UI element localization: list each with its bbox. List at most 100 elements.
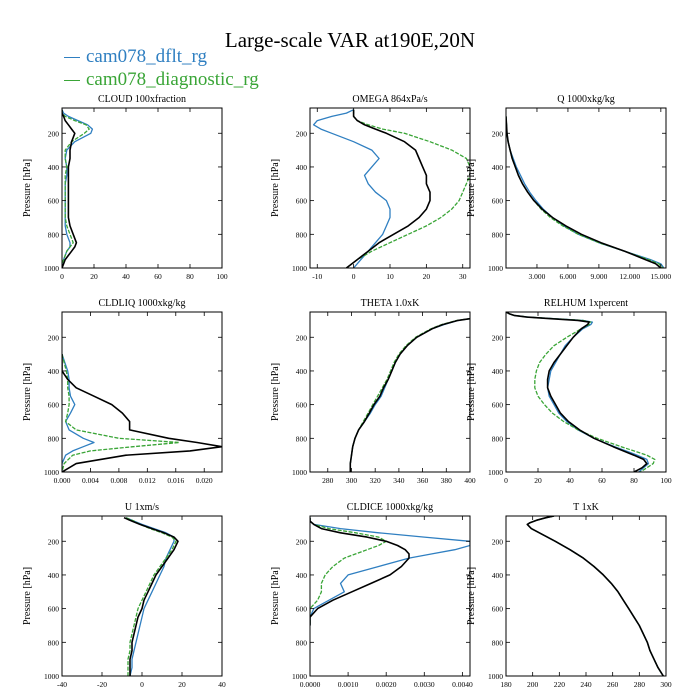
y-axis-label: Pressure [hPa] [270,363,281,421]
y-tick-label: 600 [296,197,308,206]
y-tick-label: 400 [296,367,308,376]
x-tick-label: 220 [554,680,566,689]
panel-title: RELHUM 1xpercent [544,298,628,309]
series-group [62,353,222,472]
series-line-3 [123,516,179,676]
y-tick-label: 200 [492,129,504,138]
y-tick-label: 200 [48,129,60,138]
series-group [62,109,94,268]
x-tick-label: 280 [322,476,334,485]
panel-title: THETA 1.0xK [361,298,420,309]
panel-title: CLDICE 1000xkg/kg [347,502,433,513]
y-axis-label: Pressure [hPa] [22,363,33,421]
y-tick-label: 600 [492,197,504,206]
x-tick-label: 3.000 [529,272,546,281]
x-tick-label: 400 [464,476,476,485]
y-tick-label: 600 [492,605,504,614]
y-tick-label: 800 [48,638,60,647]
series-line-1 [526,516,664,676]
y-tick-label: 400 [48,367,60,376]
x-tick-label: 0.0000 [300,680,321,689]
series-line-3 [62,354,222,472]
y-tick-label: 800 [492,230,504,239]
series-line-3 [506,116,662,268]
series-line-3 [62,109,78,268]
panel-title: CLDLIQ 1000xkg/kg [99,298,186,309]
series-line-1 [312,109,391,268]
legend-item-dflt: cam078_dflt_rg [64,46,207,68]
x-tick-label: 15.000 [651,272,672,281]
y-tick-label: 400 [492,571,504,580]
series-line-1 [62,109,94,268]
x-tick-label: 20 [534,476,542,485]
x-tick-label: -40 [57,680,67,689]
y-tick-label: 1000 [488,264,503,273]
panel-title: Q 1000xkg/kg [557,94,615,105]
y-tick-label: 800 [492,638,504,647]
x-tick-label: 40 [566,476,574,485]
series-group [506,312,656,472]
y-tick-label: 1000 [44,672,59,681]
y-tick-label: 1000 [292,672,307,681]
plot-frame [61,107,223,269]
x-tick-label: 320 [370,476,382,485]
series-group [526,516,664,676]
y-axis-label: Pressure [hPa] [270,567,281,625]
figure-title: Large-scale VAR at190E,20N [224,28,476,52]
series-line-1 [125,517,175,676]
series-line-3 [526,516,664,676]
y-tick-label: 1000 [488,672,503,681]
y-axis-label: Pressure [hPa] [22,567,33,625]
y-tick-label: 200 [48,537,60,546]
series-line-3 [345,109,431,268]
x-tick-label: 100 [660,476,672,485]
y-tick-label: 400 [48,571,60,580]
x-tick-label: 60 [598,476,606,485]
x-tick-label: 0.0010 [338,680,359,689]
x-tick-label: 300 [346,476,358,485]
y-axis-label: Pressure [hPa] [466,159,477,217]
x-tick-label: 200 [527,680,539,689]
x-tick-label: 0.012 [139,476,156,485]
plot-frame [61,515,223,677]
panel-9: T 1xK Pressure [hPa] 180 200 220 240 260 280 300… [466,502,672,689]
panel-title: U 1xm/s [125,502,159,513]
plot-frame [505,515,667,677]
x-tick-label: 40 [122,272,130,281]
panel-6: RELHUM 1xpercent Pressure [hPa] 0 20 40 60 80 1… [466,298,672,485]
x-tick-label: 40 [218,680,226,689]
x-tick-label: 10 [386,272,394,281]
x-tick-label: 20 [178,680,186,689]
x-tick-label: 0 [60,272,64,281]
series-line-3 [310,517,410,626]
x-tick-label: 100 [216,272,228,281]
series-line-2 [526,516,664,676]
x-tick-label: 0 [352,272,356,281]
y-tick-label: 400 [492,367,504,376]
y-tick-label: 600 [48,605,60,614]
y-tick-label: 200 [296,129,308,138]
y-tick-label: 200 [492,333,504,342]
series-group [312,109,470,268]
panel-title: OMEGA 864xPa/s [352,94,427,105]
series-group [310,517,470,626]
legend-line-dflt [64,57,80,59]
x-tick-label: 280 [634,680,646,689]
plot-frame [505,107,667,269]
series-line-2 [62,353,180,472]
series-line-3 [506,312,648,472]
x-tick-label: 0.0030 [414,680,435,689]
panel-title: T 1xK [573,502,599,513]
series-line-2 [62,109,90,268]
x-tick-label: 20 [90,272,98,281]
x-tick-label: 0.020 [196,476,213,485]
panel-7: U 1xm/s Pressure [hPa] -40 -20 0 20 40 200 400 60… [22,502,226,689]
x-tick-label: 9.000 [590,272,607,281]
y-tick-label: 800 [492,434,504,443]
panel-title: CLOUD 100xfraction [98,94,186,105]
plot-frame [61,311,223,473]
x-tick-label: 0.016 [167,476,184,485]
y-tick-label: 200 [296,333,308,342]
y-tick-label: 200 [296,537,308,546]
